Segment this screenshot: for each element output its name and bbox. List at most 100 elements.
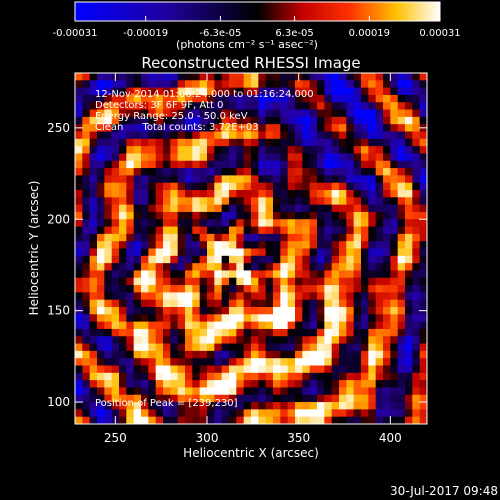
heatmap-cell (419, 387, 427, 396)
heatmap-cell (368, 336, 377, 344)
heatmap-cell (353, 358, 362, 366)
heatmap-cell (317, 219, 325, 227)
colorbar-tick-label: 0.00019 (349, 28, 390, 39)
heatmap-cell (265, 102, 274, 110)
heatmap-cell (170, 372, 179, 381)
heatmap-cell (383, 299, 391, 308)
heatmap-cell (346, 219, 355, 227)
heatmap-cell (111, 387, 120, 396)
heatmap-cell (133, 124, 142, 132)
heatmap-cell (375, 358, 384, 366)
heatmap-cell (214, 204, 223, 213)
heatmap-cell (287, 299, 296, 308)
heatmap-cell (317, 387, 325, 396)
heatmap-cell (368, 277, 377, 286)
heatmap-cell (353, 292, 362, 301)
heatmap-cell (295, 233, 303, 242)
heatmap-cell (163, 131, 171, 140)
heatmap-cell (339, 350, 347, 359)
heatmap-cell (361, 416, 369, 424)
heatmap-cell (207, 109, 215, 118)
heatmap-cell (295, 131, 303, 140)
heatmap-cell (177, 168, 186, 176)
heatmap-cell (185, 277, 193, 286)
heatmap-cell (412, 314, 421, 323)
heatmap-cell (243, 160, 252, 169)
heatmap-cell (353, 182, 362, 191)
heatmap-cell (265, 307, 274, 315)
heatmap-cell (339, 307, 347, 315)
heatmap-cell (221, 73, 230, 81)
heatmap-cell (287, 87, 296, 96)
heatmap-cell (390, 263, 399, 271)
heatmap-cell (177, 343, 186, 352)
heatmap-cell (390, 299, 399, 308)
heatmap-cell (75, 358, 83, 366)
heatmap-cell (353, 211, 362, 220)
heatmap-cell (185, 226, 193, 235)
heatmap-cell (258, 204, 267, 213)
heatmap-cell (390, 241, 399, 249)
heatmap-cell (185, 73, 193, 81)
heatmap-cell (346, 233, 355, 242)
heatmap-cell (214, 394, 223, 403)
heatmap-cell (397, 211, 406, 220)
heatmap-cell (221, 94, 230, 103)
heatmap-cell (383, 336, 391, 344)
heatmap-cell (331, 138, 340, 147)
heatmap-cell (383, 350, 391, 359)
heatmap-cell (185, 336, 193, 344)
heatmap-cell (295, 314, 303, 323)
heatmap-cell (119, 394, 127, 403)
heatmap-cell (405, 343, 413, 352)
heatmap-cell (155, 138, 164, 147)
heatmap-cell (236, 160, 245, 169)
heatmap-cell (82, 307, 91, 315)
heatmap-cell (148, 168, 157, 176)
heatmap-cell (317, 124, 325, 132)
heatmap-cell (199, 350, 208, 359)
heatmap-cell (309, 138, 318, 147)
heatmap-cell (199, 80, 208, 89)
heatmap-cell (75, 387, 83, 396)
heatmap-cell (339, 248, 347, 257)
heatmap-cell (163, 277, 171, 286)
heatmap-cell (412, 226, 421, 235)
heatmap-cell (97, 372, 105, 381)
heatmap-cell (133, 87, 142, 96)
heatmap-cell (302, 270, 311, 279)
heatmap-cell (236, 416, 245, 424)
heatmap-cell (331, 343, 340, 352)
heatmap-cell (346, 416, 355, 424)
heatmap-cell (383, 394, 391, 403)
heatmap-cell (82, 175, 91, 184)
heatmap-cell (383, 292, 391, 301)
heatmap-cell (353, 263, 362, 271)
heatmap-cell (155, 248, 164, 257)
heatmap-cell (405, 233, 413, 242)
heatmap-cell (309, 402, 318, 410)
heatmap-cell (295, 168, 303, 176)
heatmap-cell (302, 109, 311, 118)
heatmap-cell (397, 380, 406, 388)
heatmap-cell (148, 190, 157, 198)
heatmap-cell (302, 416, 311, 424)
heatmap-cell (133, 241, 142, 249)
heatmap-cell (75, 109, 83, 118)
heatmap-cell (119, 116, 127, 125)
heatmap-cell (119, 307, 127, 315)
heatmap-cell (207, 87, 215, 96)
heatmap-cell (280, 204, 289, 213)
heatmap-cell (339, 124, 347, 132)
heatmap-cell (397, 402, 406, 410)
heatmap-cell (82, 94, 91, 103)
heatmap-cell (317, 73, 325, 81)
heatmap-cell (163, 94, 171, 103)
heatmap-cell (258, 168, 267, 176)
heatmap-cell (280, 314, 289, 323)
heatmap-cell (236, 116, 245, 125)
heatmap-cell (324, 226, 333, 235)
heatmap-cell (133, 343, 142, 352)
heatmap-cell (243, 87, 252, 96)
heatmap-cell (251, 387, 259, 396)
